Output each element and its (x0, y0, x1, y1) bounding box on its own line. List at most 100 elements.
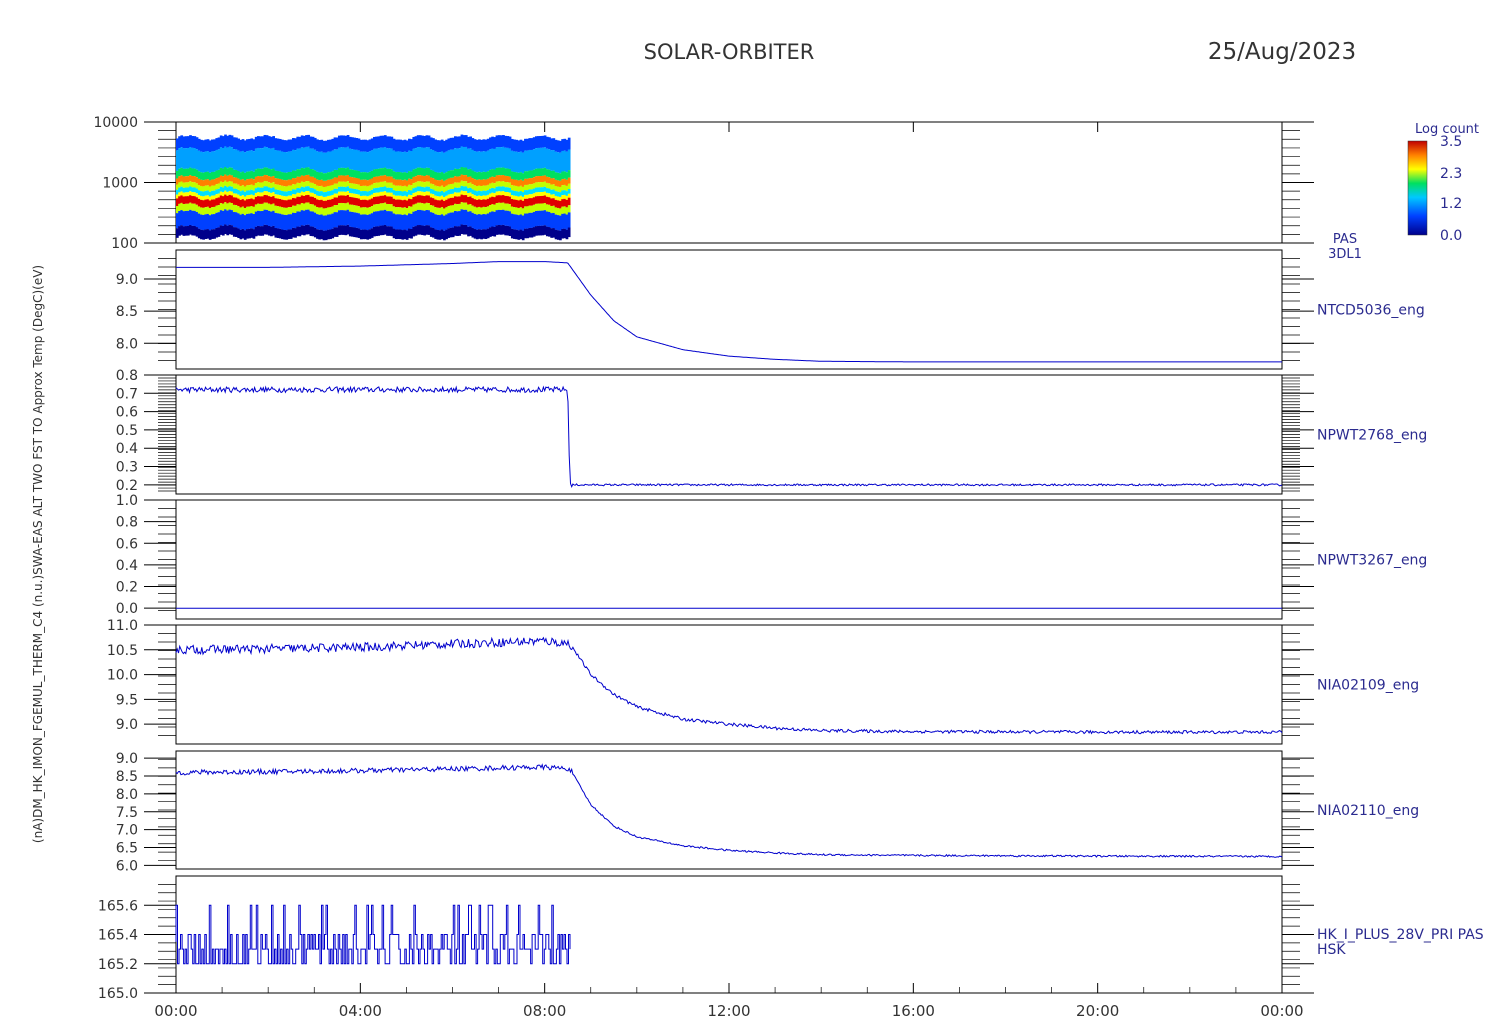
spectrogram-cell (320, 185, 324, 192)
spectrogram-cell (344, 181, 348, 188)
spectrogram-cell (219, 210, 223, 226)
spectrogram-cell (285, 186, 289, 192)
spectrogram-cell (307, 134, 311, 147)
spectrogram-cell (528, 170, 532, 179)
spectrogram-cell (504, 168, 508, 176)
series-label: HK_I_PLUS_28V_PRI PAS (1317, 927, 1484, 943)
spectrogram-cell (563, 184, 567, 191)
spectrogram-cell (294, 205, 297, 213)
spectrogram-cell (265, 225, 269, 235)
spectrogram-cell (482, 199, 486, 207)
spectrogram-cell (254, 196, 258, 205)
spectrogram-cell (399, 190, 402, 196)
spectrogram-cell (197, 178, 201, 185)
spectrogram-cell (254, 169, 258, 177)
spectrogram-cell (300, 225, 304, 235)
spectrogram-cell (484, 139, 488, 152)
spectrogram-cell (548, 197, 551, 205)
spectrogram-cell (250, 189, 254, 195)
spectrogram-cell (427, 203, 431, 211)
spectrogram-cell (565, 191, 569, 196)
spectrogram-cell (515, 179, 518, 186)
spectrogram-cell (322, 208, 326, 216)
spectrogram-cell (206, 171, 210, 180)
spectrogram-cell (401, 172, 405, 181)
spectrogram-cell (263, 181, 267, 187)
spectrogram-cell (456, 176, 459, 183)
spectrogram-cell (344, 203, 348, 211)
spectrogram-cell (228, 146, 232, 168)
spectrogram-cell (289, 171, 293, 180)
spectrogram-cell (421, 186, 424, 192)
spectrogram-cell (368, 207, 372, 215)
spectrogram-cell (232, 197, 236, 205)
spectrogram-cell (189, 181, 192, 187)
spectrogram-cell (432, 205, 435, 213)
spectrogram-cell (309, 204, 313, 212)
spectrogram-cell (331, 150, 335, 172)
spectrogram-cell (377, 226, 381, 236)
spectrogram-cell (241, 213, 245, 229)
spectrogram-cell (359, 179, 363, 187)
spectrogram-cell (335, 212, 339, 228)
spectrogram-cell (272, 210, 276, 226)
spectrogram-cell (388, 204, 392, 212)
spectrogram-cell (302, 187, 306, 193)
spectrogram-cell (250, 150, 254, 171)
spectrogram-cell (313, 149, 317, 171)
spectrogram-cell (526, 171, 529, 179)
spectrogram-cell (204, 151, 208, 173)
spectrogram-cell (278, 178, 282, 186)
spectrogram-cell (243, 207, 247, 216)
spectrogram-cell (499, 225, 503, 235)
spectrogram-cell (254, 211, 258, 227)
spectrogram-cell (377, 211, 381, 227)
xtick-label: 00:00 (154, 1002, 197, 1020)
spectrogram-cell (313, 212, 317, 228)
spectrogram-cell (305, 175, 308, 182)
spectrogram-cell (285, 172, 289, 181)
spectrogram-cell (189, 202, 192, 210)
panel-frame (175, 875, 1283, 994)
spectrogram-cell (337, 147, 341, 169)
spectrogram-cell (254, 204, 258, 212)
spectrogram-cell (508, 176, 512, 183)
spectrogram-cell (353, 193, 356, 198)
spectrogram-cell (276, 206, 280, 214)
spectrogram-cell (506, 225, 510, 236)
spectrogram-cell (239, 179, 243, 187)
spectrogram-cell (521, 230, 525, 241)
spectrogram-cell (208, 196, 212, 201)
spectrogram-cell (370, 138, 374, 151)
spectrogram-cell (329, 139, 332, 152)
spectrogram-cell (256, 225, 260, 236)
spectrogram-cell (506, 210, 510, 226)
spectrogram-cell (515, 207, 518, 215)
spectrogram-cell (313, 205, 317, 213)
spectrogram-cell (383, 167, 387, 176)
spectrogram-cell (256, 136, 260, 148)
spectrogram-cell (440, 179, 444, 186)
spectrogram-cell (462, 135, 466, 147)
spectrogram-cell (458, 176, 462, 183)
spectrogram-cell (524, 150, 527, 172)
spectrogram-cell (541, 135, 545, 148)
spectrogram-cell (311, 148, 315, 170)
series-label: HSK (1317, 942, 1346, 958)
spectrogram-cell (506, 203, 510, 211)
spectrogram-cell (423, 168, 427, 177)
spectrogram-cell (333, 197, 337, 205)
spectrogram-cell (276, 178, 280, 185)
spectrogram-cell (283, 151, 286, 173)
spectrogram-cell (270, 182, 273, 189)
spectrogram-cell (355, 178, 359, 185)
spectrogram-cell (425, 191, 429, 196)
spectrogram-cell (302, 182, 306, 188)
spectrogram-cell (517, 207, 521, 216)
xtick-label: 16:00 (892, 1002, 935, 1020)
spectrogram-cell (180, 225, 184, 235)
spectrogram-cell (397, 139, 400, 152)
spectrogram-cell (552, 170, 556, 179)
spectrogram-cell (320, 139, 324, 152)
spectrogram-cell (563, 171, 567, 179)
